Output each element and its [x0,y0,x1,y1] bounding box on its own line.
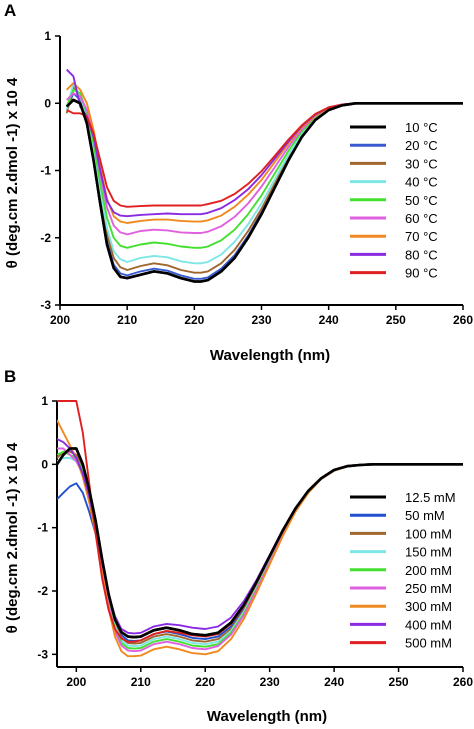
legend-label: 400 mM [405,617,452,632]
legend-label: 250 mM [405,581,452,596]
y-tick-label: -1 [40,164,51,178]
x-tick-label: 230 [251,313,271,327]
legend-label: 300 mM [405,599,452,614]
y-tick-label: 1 [41,394,48,408]
legend-label: 50 mM [405,508,445,523]
x-tick-label: 210 [131,675,151,689]
legend-label: 50 °C [405,193,438,208]
x-tick-label: 220 [195,675,215,689]
panel-a-plot-area: 200 210 220 230 240 250 260 1 0 -1 -2 -3 10 °C 20 °C 3… [40,29,473,327]
panel-b-chart: B 200 210 220 230 240 250 260 1 0 -1 -2 -3 12.5 mM 50… [4,367,473,725]
series-line [57,447,463,639]
legend-label: 70 °C [405,229,438,244]
y-tick-label: -1 [37,521,48,535]
panel-a-chart: A 200 210 220 230 240 250 260 1 0 -1 -2 -3 10 °C 20 °… [4,1,473,364]
legend: 10 °C 20 °C 30 °C 40 °C 50 °C 60 °C 70 °C 80 °C… [350,120,438,281]
legend-label: 150 mM [405,545,452,560]
x-tick-label: 240 [324,675,344,689]
legend-label: 12.5 mM [405,490,456,505]
panel-a-y-axis-title: θ (deg.cm 2.dmol -1) x 10 4 [4,77,21,268]
y-tick-label: -3 [40,298,51,312]
series-line [65,92,463,280]
series-line [57,450,463,645]
y-tick-label: 0 [41,457,48,471]
legend-label: 90 °C [405,266,438,281]
legend-label: 60 °C [405,211,438,226]
x-tick-label: 240 [319,313,339,327]
legend-label: 30 °C [405,156,438,171]
y-tick-label: -3 [37,647,48,661]
panel-a-letter: A [4,1,16,20]
series-line [57,447,463,639]
series-line [57,400,463,643]
series-line [66,68,463,218]
panel-a-x-axis-title: Wavelength (nm) [210,347,330,364]
y-tick-label: 1 [44,29,51,43]
panel-b-x-axis-title: Wavelength (nm) [207,708,327,725]
x-tick-label: 230 [260,675,280,689]
legend-label: 20 °C [405,138,438,153]
legend-label: 10 °C [405,120,438,135]
x-tick-label: 250 [386,313,406,327]
legend: 12.5 mM 50 mM 100 mM 150 mM 200 mM 250 mM 300 … [350,490,456,651]
series-line [65,82,463,265]
legend-label: 80 °C [405,247,438,262]
x-tick-label: 200 [50,313,70,327]
series-line [57,463,463,642]
x-tick-label: 210 [117,313,137,327]
legend-label: 100 mM [405,526,452,541]
series-line [57,450,463,650]
x-tick-label: 260 [453,313,473,327]
series-line [65,85,463,274]
series-line [65,98,463,283]
y-tick-label: 0 [44,96,51,110]
series-line [66,92,463,236]
series-line [65,88,463,249]
panel-b-y-axis-title: θ (deg.cm 2.dmol -1) x 10 4 [4,442,21,633]
x-tick-label: 220 [184,313,204,327]
legend-label: 200 mM [405,563,452,578]
series-line [57,438,463,635]
panel-b-plot-area: 200 210 220 230 240 250 260 1 0 -1 -2 -3 12.5 mM 50 m… [37,394,473,689]
x-tick-label: 250 [389,675,409,689]
panel-b-letter: B [4,367,16,386]
y-tick-label: -2 [40,231,51,245]
y-tick-label: -2 [37,584,48,598]
x-tick-label: 260 [453,675,473,689]
legend-label: 500 mM [405,636,452,651]
x-tick-label: 200 [66,675,86,689]
legend-label: 40 °C [405,175,438,190]
series-line [57,457,463,648]
